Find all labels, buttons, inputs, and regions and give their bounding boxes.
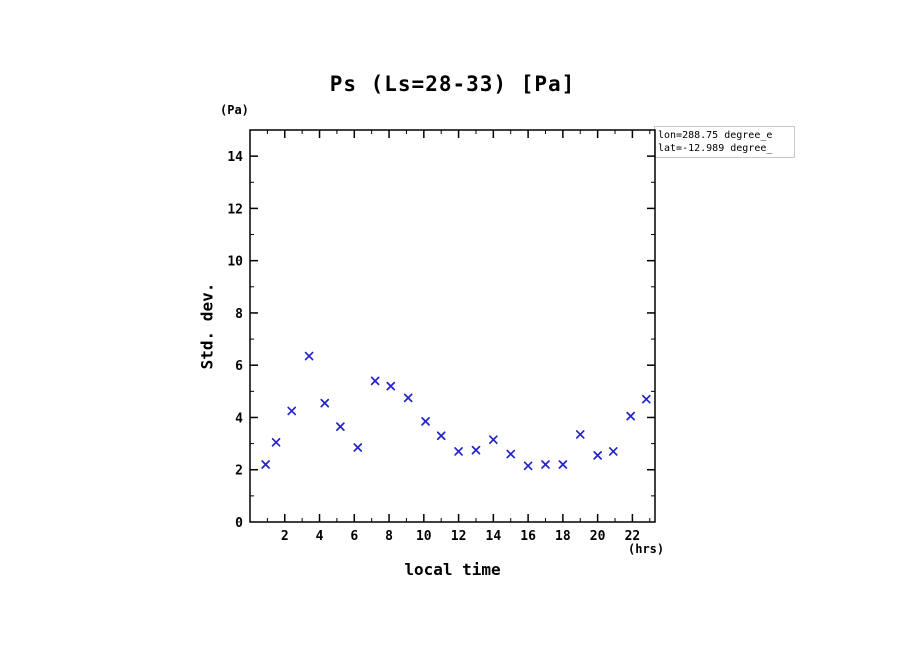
y-tick-label: 2 <box>235 464 243 479</box>
x-tick-label: 6 <box>350 529 358 544</box>
y-tick-label: 6 <box>235 359 243 374</box>
data-point-marker <box>608 447 618 456</box>
annotation-lon: lon=288.75 degree_e <box>658 130 773 141</box>
data-point-marker <box>471 445 481 455</box>
data-point-marker <box>403 393 413 403</box>
data-point-marker <box>271 437 281 447</box>
data-point-marker <box>506 449 516 459</box>
plot-frame <box>249 129 656 523</box>
x-axis-label: local time <box>404 560 501 579</box>
y-tick-label: 14 <box>227 150 243 165</box>
data-point-marker <box>386 381 396 391</box>
data-point-marker <box>523 461 533 471</box>
x-tick-label: 10 <box>416 529 432 544</box>
x-tick-label: 14 <box>486 529 502 544</box>
x-tick-label: 2 <box>281 529 289 544</box>
chart-title: Ps (Ls=28-33) [Pa] <box>329 72 576 96</box>
x-tick-label: 8 <box>385 529 393 544</box>
data-point-marker <box>626 411 636 421</box>
data-point-marker <box>336 422 345 431</box>
y-tick-label: 12 <box>227 202 243 217</box>
y-tick-label: 8 <box>235 307 243 322</box>
data-point-marker <box>488 435 498 445</box>
annotation-box: lon=288.75 degree_e lat=-12.989 degree_ <box>654 126 795 158</box>
x-tick-label: 12 <box>451 529 467 544</box>
data-point-marker <box>320 398 330 408</box>
data-point-marker <box>454 447 463 456</box>
data-point-marker <box>353 443 363 452</box>
x-tick-label: 18 <box>555 529 571 544</box>
data-point-marker <box>436 431 446 441</box>
data-point-marker <box>593 451 602 460</box>
y-tick-label: 10 <box>227 255 243 270</box>
data-point-marker <box>541 460 550 469</box>
annotation-lat: lat=-12.989 degree_ <box>658 143 773 154</box>
x-tick-label: 20 <box>590 529 606 544</box>
data-point-marker <box>370 376 380 386</box>
x-tick-label: 22 <box>625 529 641 544</box>
data-point-marker <box>558 460 568 469</box>
data-point-marker <box>421 417 430 426</box>
y-tick-label: 4 <box>235 411 243 426</box>
data-point-marker <box>261 460 270 469</box>
data-point-marker <box>575 430 585 439</box>
data-point-marker <box>641 394 651 404</box>
data-point-marker <box>304 351 314 361</box>
data-point-marker <box>287 406 297 416</box>
x-axis-unit-label: (hrs) <box>628 542 665 556</box>
x-tick-label: 4 <box>316 529 324 544</box>
y-axis-unit-label: (Pa) <box>220 103 249 117</box>
y-tick-label: 0 <box>235 516 243 531</box>
x-tick-label: 16 <box>520 529 536 544</box>
